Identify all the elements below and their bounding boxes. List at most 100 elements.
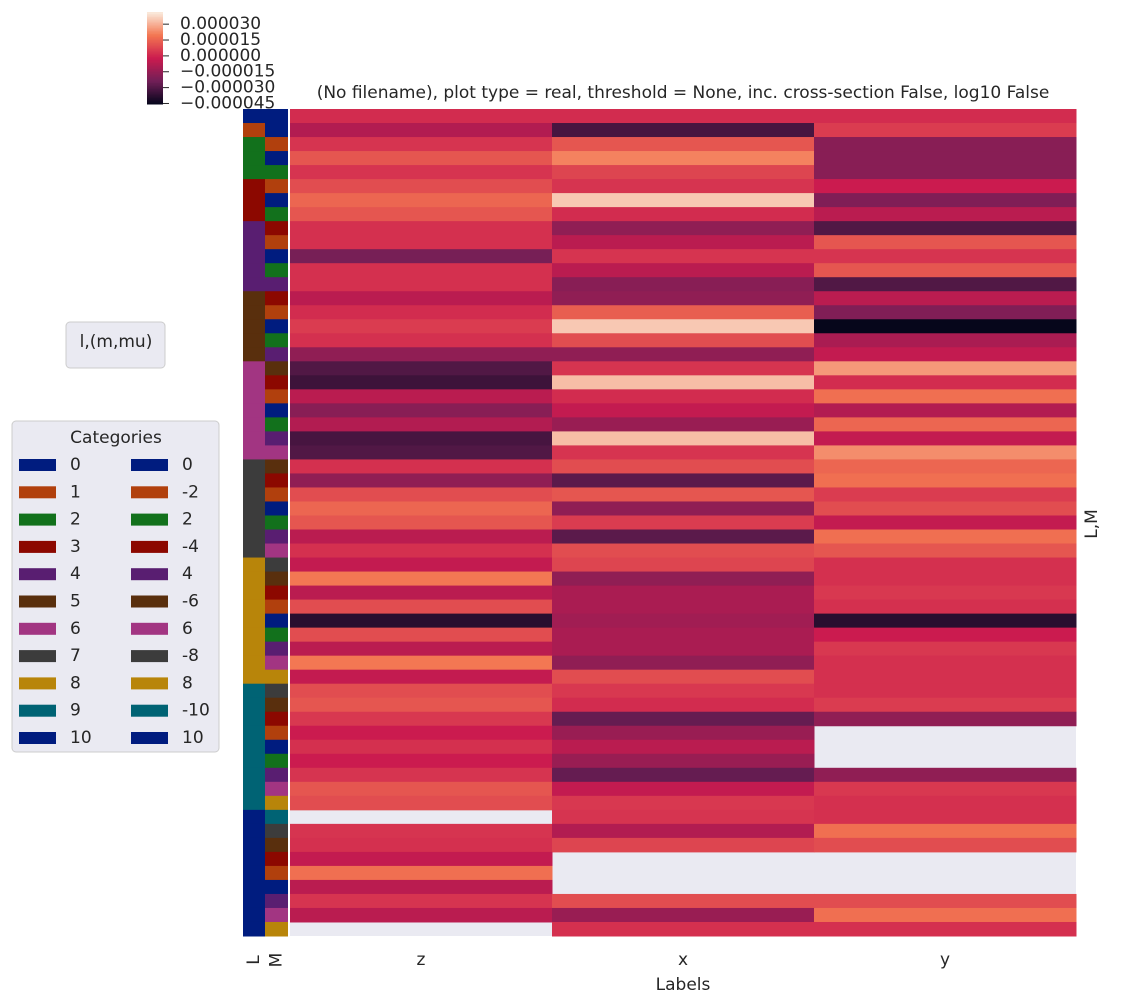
heatmap-cell [552, 193, 815, 208]
row-color [265, 319, 288, 334]
heatmap-cell [290, 151, 553, 166]
heatmap-cell [290, 123, 553, 138]
legend-box [65, 321, 166, 369]
heatmap-cell [290, 655, 553, 671]
row-color [243, 319, 265, 334]
heatmap-cell [814, 333, 1077, 348]
heatmap-cell [290, 403, 553, 418]
heatmap-cell [814, 781, 1077, 797]
colorbar-segment [147, 42, 163, 45]
heatmap-cell [290, 277, 553, 292]
heatmap-cell [552, 333, 815, 348]
row-color [243, 235, 265, 250]
colorbar-segment [147, 93, 163, 96]
heatmap-cell [552, 823, 815, 839]
heatmap-cell [290, 207, 553, 222]
row-color [265, 585, 288, 601]
heatmap-cell [814, 291, 1077, 306]
colorbar-segment [147, 50, 163, 53]
heatmap-cell [552, 711, 815, 727]
legend-swatch [19, 459, 56, 471]
row-color [265, 865, 288, 881]
heatmap-cell [814, 655, 1077, 671]
row-color [265, 837, 288, 853]
legend-swatch [131, 622, 168, 635]
heatmap-cell [552, 291, 815, 306]
heatmap-cell [552, 473, 815, 488]
row-color [243, 305, 265, 320]
heatmap-cell [290, 193, 553, 208]
heatmap-cell [290, 753, 553, 769]
x-axis-label: Labels [656, 975, 711, 995]
legend-swatch [131, 595, 168, 608]
heatmap-cell [552, 627, 815, 643]
colorbar-segment [147, 30, 163, 33]
row-color [243, 893, 265, 909]
heatmap-cell [552, 809, 815, 825]
row-color [265, 907, 288, 923]
row-color [243, 249, 265, 264]
row-color [243, 529, 265, 545]
row-color [243, 669, 265, 685]
heatmap-cell [814, 165, 1077, 180]
row-color [265, 809, 288, 825]
colorbar-segment [147, 74, 163, 77]
colorbar-segment [147, 71, 163, 74]
legend-swatch [131, 486, 168, 499]
row-color [243, 585, 265, 601]
heatmap-cell [552, 123, 815, 138]
heatmap-cell [552, 697, 815, 713]
colorbar-segment [147, 12, 163, 15]
row-color [243, 725, 265, 741]
colorbar-segment [147, 67, 163, 70]
heatmap-cell [290, 235, 553, 250]
heatmap-cell [290, 445, 553, 460]
heatmap-cell [552, 207, 815, 222]
legend-swatch [19, 595, 56, 608]
colorbar-segment [147, 96, 163, 99]
row-color [243, 697, 265, 713]
row-color [265, 557, 288, 573]
colorbar-segment [147, 61, 163, 64]
row-color [265, 641, 288, 657]
colorbar-tick-label: 0.000015 [180, 30, 261, 50]
row-color [243, 795, 265, 811]
heatmap-cell [290, 291, 553, 306]
legend-swatch [19, 650, 56, 663]
heatmap-cell [290, 739, 553, 755]
heatmap-cell [290, 767, 553, 783]
heatmap-cell [290, 249, 553, 264]
legend-label: 2 [70, 510, 81, 530]
row-color [265, 655, 288, 671]
row-color [243, 655, 265, 671]
row-color [265, 543, 288, 559]
row-color [265, 725, 288, 741]
colorbar-segment [147, 90, 163, 93]
row-color [265, 459, 288, 474]
row-color [243, 431, 265, 446]
heatmap-cell [290, 389, 553, 404]
heatmap-cell [290, 529, 553, 545]
row-color [243, 459, 265, 474]
heatmap-cell [814, 193, 1077, 208]
row-color [265, 291, 288, 306]
colorbar-segment [147, 97, 163, 100]
colorbar-segment [147, 91, 163, 94]
heatmap-cell [290, 333, 553, 348]
heatmap-cell [814, 207, 1077, 222]
row-color [243, 389, 265, 404]
colorbar-segment [147, 81, 163, 84]
legend-label: 6 [70, 619, 81, 639]
colorbar-segment [147, 77, 163, 80]
heatmap-cell [290, 375, 553, 390]
heatmap-cell [552, 683, 815, 699]
heatmap-cell [552, 151, 815, 166]
colorbar-segment [147, 56, 163, 59]
row-color [243, 767, 265, 783]
row-color [243, 613, 265, 629]
heatmap-cell [552, 781, 815, 797]
row-color [265, 823, 288, 839]
row-color [243, 417, 265, 432]
row-color [265, 599, 288, 615]
colorbar-segment [147, 28, 163, 31]
